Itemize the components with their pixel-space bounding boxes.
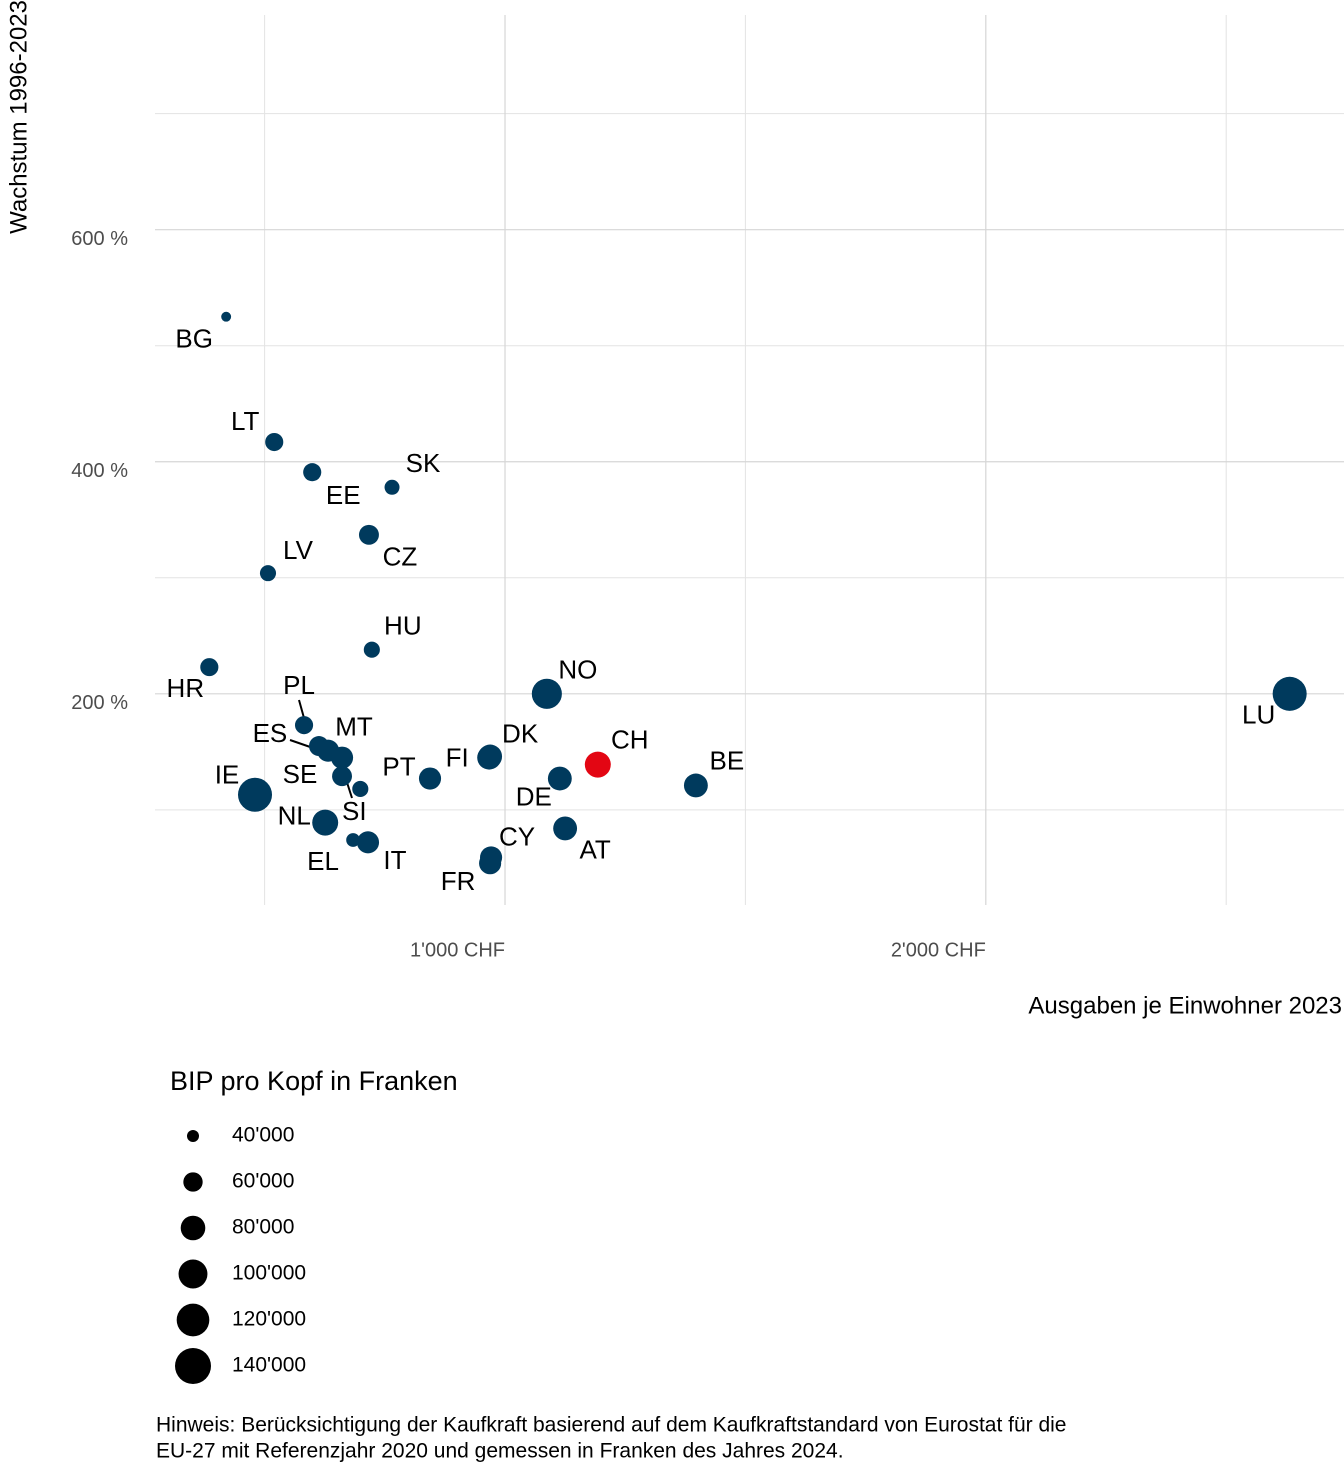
- bubble: [294, 716, 314, 735]
- point-label: PL: [283, 670, 315, 700]
- bubble: [356, 831, 380, 854]
- point-label: AT: [579, 834, 610, 864]
- y-tick-label: 400 %: [71, 460, 128, 482]
- legend-label: 140'000: [232, 1354, 306, 1377]
- legend-bubble: [180, 1215, 206, 1241]
- point-label: NO: [558, 655, 597, 685]
- point-label: DE: [516, 781, 552, 811]
- legend-bubble: [187, 1130, 199, 1142]
- point-label: MT: [335, 712, 373, 742]
- bubble: [358, 524, 379, 545]
- legend-label: 40'000: [232, 1124, 294, 1147]
- legend-label: 120'000: [232, 1308, 306, 1331]
- point-label: HR: [167, 673, 205, 703]
- legend-label: 100'000: [232, 1262, 306, 1285]
- y-tick-label: 600 %: [71, 228, 128, 250]
- point-label: LU: [1242, 700, 1275, 730]
- legend-bubble: [175, 1348, 211, 1384]
- point-label: CH: [611, 724, 649, 754]
- x-tick-label: 2'000 CHF: [891, 939, 986, 961]
- bubble: [303, 463, 322, 482]
- grid: [155, 15, 1344, 905]
- leader-line: [298, 699, 305, 719]
- point-label: CZ: [383, 542, 418, 572]
- note: Hinweis: Berücksichtigung der Kaufkraft …: [156, 1414, 1067, 1437]
- point-label: SK: [406, 448, 441, 478]
- bubble: [384, 479, 400, 495]
- bubble: [312, 809, 339, 836]
- point-label: SI: [342, 796, 367, 826]
- bubble: [547, 766, 572, 791]
- point-label: SE: [283, 759, 318, 789]
- bubble: [418, 767, 442, 790]
- x-axis-title: Ausgaben je Einwohner 2023: [1028, 992, 1342, 1019]
- point-label: ES: [253, 718, 288, 748]
- bubble: [221, 311, 232, 322]
- bubble: [584, 751, 611, 778]
- point-label: NL: [278, 800, 311, 830]
- point-label: CY: [499, 821, 535, 851]
- legend-bubble: [183, 1172, 203, 1192]
- point-label: BE: [710, 745, 745, 775]
- point-label: LV: [283, 535, 314, 565]
- bubble: [259, 565, 277, 582]
- bubble: [479, 852, 502, 875]
- bubble: [1272, 676, 1307, 711]
- point-label: PT: [382, 751, 415, 781]
- legend-label: 60'000: [232, 1170, 294, 1193]
- y-tick-label: 200 %: [71, 692, 128, 714]
- point-label: FI: [446, 743, 469, 773]
- note: EU-27 mit Referenzjahr 2020 und gemessen…: [156, 1440, 844, 1463]
- bubble: [346, 833, 360, 847]
- bubble: [683, 773, 708, 798]
- bubble: [200, 658, 219, 677]
- point-label: IE: [215, 760, 240, 790]
- bubble: [363, 641, 380, 658]
- bubble: [352, 780, 369, 798]
- legend-bubble: [176, 1303, 210, 1337]
- point-label: EL: [307, 846, 339, 876]
- point-label: HU: [384, 611, 422, 641]
- bubble: [330, 746, 354, 769]
- legend-bubble: [178, 1259, 208, 1289]
- bubble: [553, 816, 578, 841]
- y-axis-title: Wachstum 1996-2023: [5, 0, 32, 234]
- legend-label: 80'000: [232, 1216, 294, 1239]
- bubble: [332, 766, 352, 787]
- bubble: [265, 432, 284, 452]
- bubble: [237, 777, 273, 812]
- bubble: [531, 678, 562, 709]
- legend-title: BIP pro Kopf in Franken: [170, 1066, 458, 1096]
- x-tick-label: 1'000 CHF: [410, 939, 505, 961]
- point-label: FR: [441, 866, 476, 896]
- point-label: DK: [502, 718, 539, 748]
- point-label: LT: [231, 406, 260, 436]
- bubble: [478, 744, 503, 769]
- point-label: IT: [383, 845, 406, 875]
- point-label: EE: [326, 480, 361, 510]
- point-label: BG: [175, 324, 213, 354]
